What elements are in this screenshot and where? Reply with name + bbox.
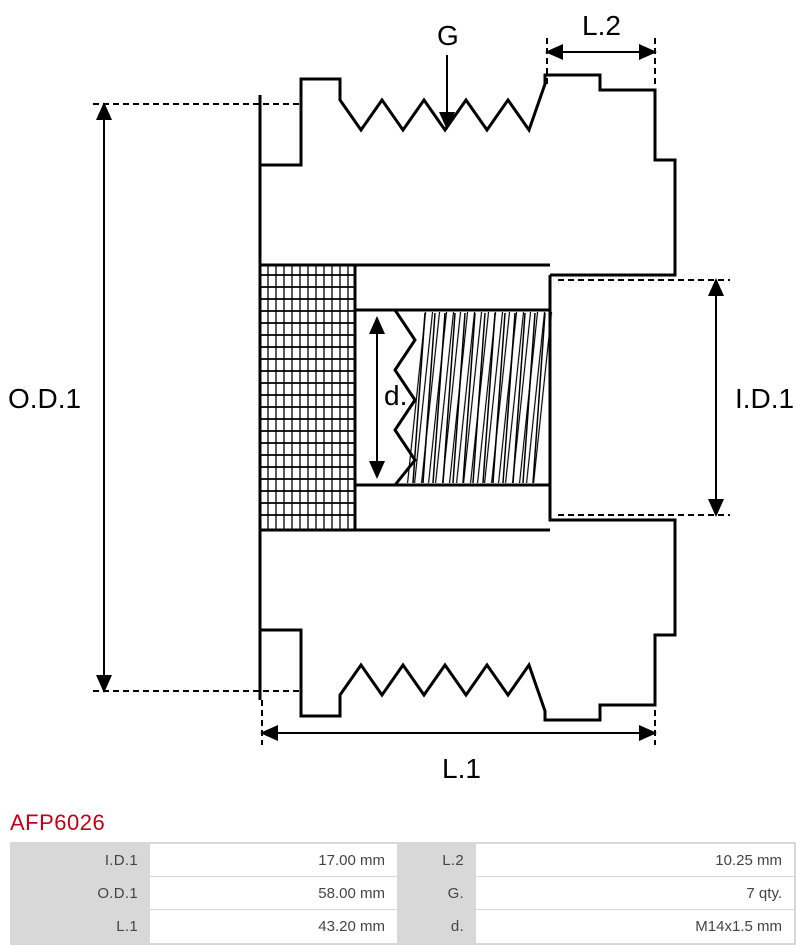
pulley-cross-section-svg: O.D.1 I.D.1 L.1 L.2 G d: [0, 0, 796, 790]
spec-value: 58.00 mm: [150, 877, 397, 910]
spec-label: G.: [397, 877, 476, 910]
spec-table: I.D.1 17.00 mm L.2 10.25 mm O.D.1 58.00 …: [10, 842, 796, 945]
spec-value: 7 qty.: [476, 877, 794, 910]
spec-label: d.: [397, 910, 476, 943]
spec-label: L.2: [397, 844, 476, 877]
spec-label: O.D.1: [12, 877, 150, 910]
table-row: L.1 43.20 mm d. M14x1.5 mm: [12, 910, 794, 943]
part-number: AFP6026: [0, 810, 796, 836]
d-label: d.: [384, 380, 407, 411]
spec-label: L.1: [12, 910, 150, 943]
table-row: I.D.1 17.00 mm L.2 10.25 mm: [12, 844, 794, 877]
spec-value: M14x1.5 mm: [476, 910, 794, 943]
table-row: O.D.1 58.00 mm G. 7 qty.: [12, 877, 794, 910]
spec-value: 17.00 mm: [150, 844, 397, 877]
l2-label: L.2: [582, 10, 621, 41]
id1-label: I.D.1: [735, 383, 794, 414]
spec-label: I.D.1: [12, 844, 150, 877]
od1-label: O.D.1: [8, 383, 81, 414]
g-label: G: [437, 20, 459, 51]
technical-diagram: O.D.1 I.D.1 L.1 L.2 G d: [0, 0, 796, 790]
spec-value: 43.20 mm: [150, 910, 397, 943]
l1-label: L.1: [442, 753, 481, 784]
spec-value: 10.25 mm: [476, 844, 794, 877]
